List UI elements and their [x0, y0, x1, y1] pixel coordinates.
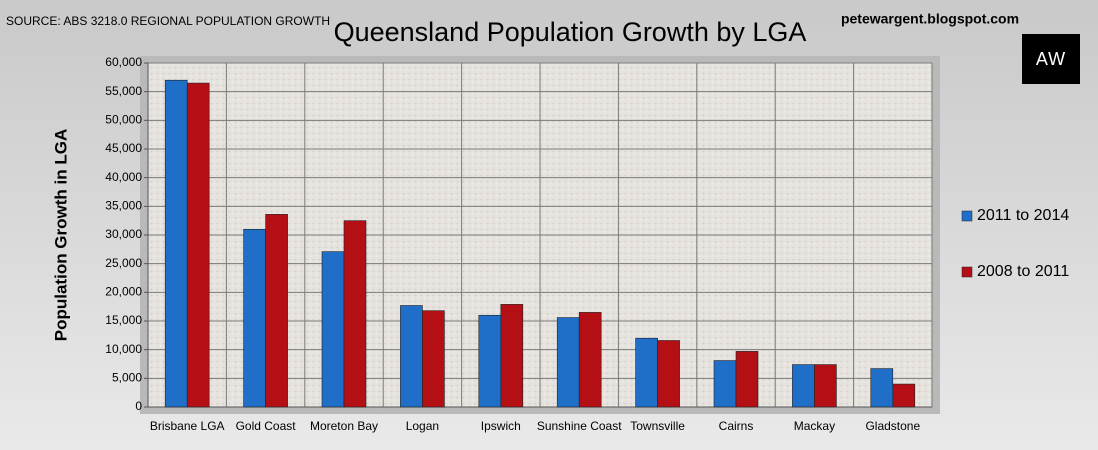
x-tick-label: Cairns	[719, 419, 754, 433]
chart-title: Queensland Population Growth by LGA	[334, 17, 807, 47]
bar	[343, 220, 367, 408]
x-tick-label: Ipswich	[481, 419, 521, 433]
logo: AW	[1036, 49, 1066, 69]
bar	[321, 251, 345, 408]
y-tick-label: 15,000	[105, 313, 142, 327]
y-tick-label: 60,000	[105, 55, 142, 69]
x-tick-label: Mackay	[794, 419, 835, 433]
bar	[635, 337, 658, 408]
legend-label: 2008 to 2011	[977, 263, 1069, 280]
bar	[657, 340, 680, 408]
logo-box	[1022, 34, 1080, 84]
x-tick-label: Logan	[406, 419, 439, 433]
bar	[265, 214, 288, 408]
y-tick-label: 10,000	[105, 342, 142, 356]
x-tick-label: Sunshine Coast	[537, 419, 622, 433]
y-tick-label: 55,000	[105, 84, 142, 98]
x-tick-label: Brisbane LGA	[150, 419, 225, 433]
y-axis-label: Population Growth in LGA	[51, 129, 70, 341]
bar	[870, 368, 894, 408]
y-tick-label: 5,000	[112, 371, 142, 385]
bar	[422, 310, 445, 408]
y-tick-label: 0	[135, 399, 142, 413]
y-tick-label: 45,000	[105, 141, 142, 155]
bar	[814, 364, 837, 408]
x-tick-label: Townsville	[630, 419, 685, 433]
y-tick-label: 25,000	[105, 256, 142, 270]
x-tick-label: Moreton Bay	[310, 419, 378, 433]
website: petewargent.blogspot.com	[841, 11, 1019, 27]
bar	[556, 317, 580, 408]
bar	[500, 304, 524, 408]
bar	[792, 364, 815, 408]
bar	[735, 351, 759, 408]
y-tick-label: 40,000	[105, 170, 142, 184]
bar	[892, 383, 916, 408]
bar	[713, 360, 737, 408]
y-tick-label: 35,000	[105, 199, 142, 213]
legend-label: 2011 to 2014	[977, 207, 1069, 224]
x-tick-label: Gladstone	[865, 419, 920, 433]
bar	[578, 312, 602, 408]
bar	[400, 305, 423, 408]
x-tick-label: Gold Coast	[236, 419, 297, 433]
legend-swatch	[961, 210, 973, 222]
bar	[164, 79, 188, 408]
y-tick-label: 20,000	[105, 285, 142, 299]
bar	[243, 228, 266, 408]
legend-swatch	[961, 266, 973, 278]
bar	[478, 314, 502, 408]
y-tick-label: 30,000	[105, 227, 142, 241]
bar	[186, 82, 210, 408]
source: SOURCE: ABS 3218.0 REGIONAL POPULATION G…	[6, 14, 330, 28]
y-tick-label: 50,000	[105, 113, 142, 127]
